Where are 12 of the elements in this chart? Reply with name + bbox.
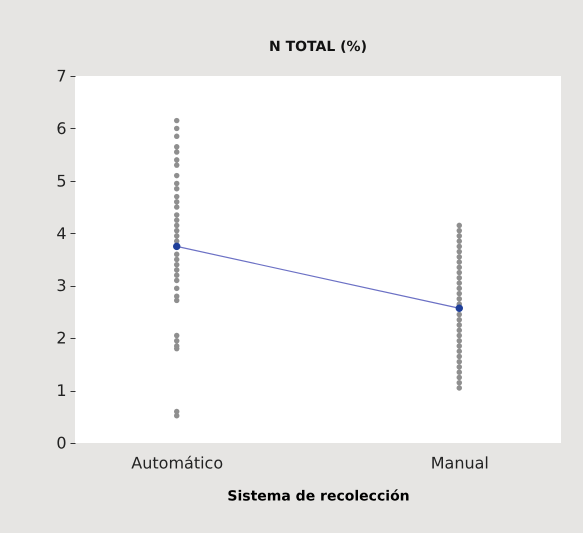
x-tick-label: Automático — [131, 454, 224, 472]
y-tick-label: 3 — [56, 276, 66, 296]
chart-title: N TOTAL (%) — [269, 39, 367, 55]
y-tick-label: 2 — [56, 328, 66, 348]
y-tick-label: 6 — [56, 118, 66, 138]
y-tick-label: 1 — [56, 381, 66, 400]
y-tick-label: 4 — [56, 224, 66, 243]
x-axis-title: Sistema de recolección — [227, 488, 410, 504]
y-tick-label: 0 — [56, 434, 66, 452]
y-tick-label: 5 — [56, 171, 66, 190]
y-tick-label: 7 — [56, 66, 66, 86]
x-tick-label: Manual — [430, 454, 489, 472]
